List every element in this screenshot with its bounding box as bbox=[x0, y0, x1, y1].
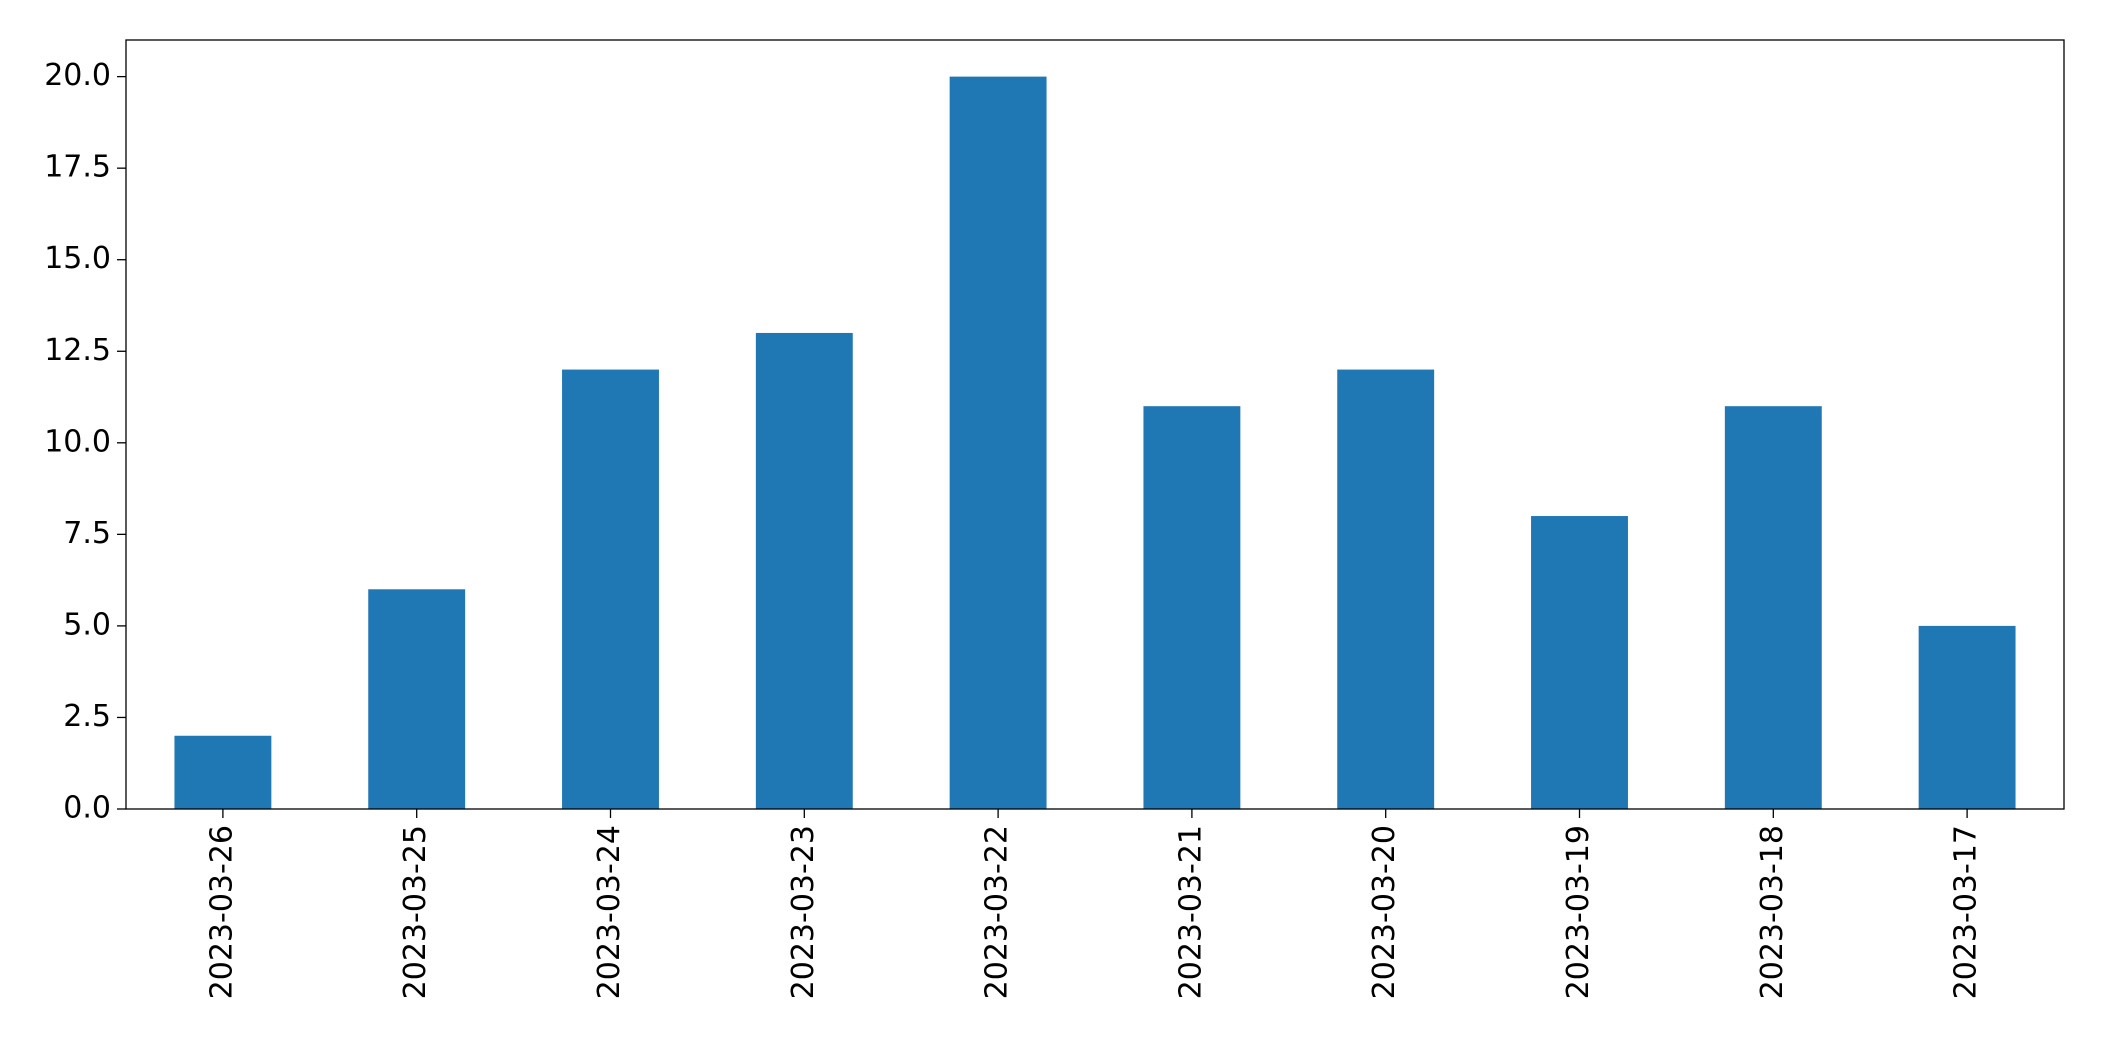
x-tick-label: 2023-03-24 bbox=[592, 825, 627, 999]
y-tick-label: 7.5 bbox=[63, 516, 111, 551]
x-tick-label: 2023-03-17 bbox=[1949, 825, 1984, 999]
x-tick-label: 2023-03-19 bbox=[1561, 825, 1596, 999]
bar bbox=[368, 589, 466, 809]
x-tick-label: 2023-03-23 bbox=[786, 825, 821, 999]
y-tick-label: 5.0 bbox=[63, 607, 111, 642]
bar bbox=[1143, 406, 1241, 809]
x-tick-label: 2023-03-25 bbox=[398, 825, 433, 999]
x-tick-label: 2023-03-20 bbox=[1367, 825, 1402, 999]
bar bbox=[174, 735, 272, 809]
bar bbox=[1918, 625, 2016, 809]
x-tick-label: 2023-03-22 bbox=[980, 825, 1015, 999]
y-tick-label: 12.5 bbox=[44, 333, 111, 368]
x-tick-label: 2023-03-21 bbox=[1173, 825, 1208, 999]
y-tick-label: 2.5 bbox=[63, 699, 111, 734]
y-tick-label: 17.5 bbox=[44, 150, 111, 185]
y-tick-label: 10.0 bbox=[44, 424, 111, 459]
x-tick-label: 2023-03-26 bbox=[204, 825, 239, 999]
y-tick-label: 20.0 bbox=[44, 58, 111, 93]
bar bbox=[949, 76, 1047, 810]
y-tick-label: 15.0 bbox=[44, 241, 111, 276]
bar bbox=[755, 332, 853, 809]
plot-frame bbox=[125, 39, 2065, 810]
bar bbox=[1724, 406, 1822, 809]
bar bbox=[562, 369, 659, 809]
bar bbox=[1531, 516, 1628, 809]
bar bbox=[1337, 369, 1435, 809]
y-tick-label: 0.0 bbox=[63, 791, 111, 826]
x-tick-label: 2023-03-18 bbox=[1755, 825, 1790, 999]
